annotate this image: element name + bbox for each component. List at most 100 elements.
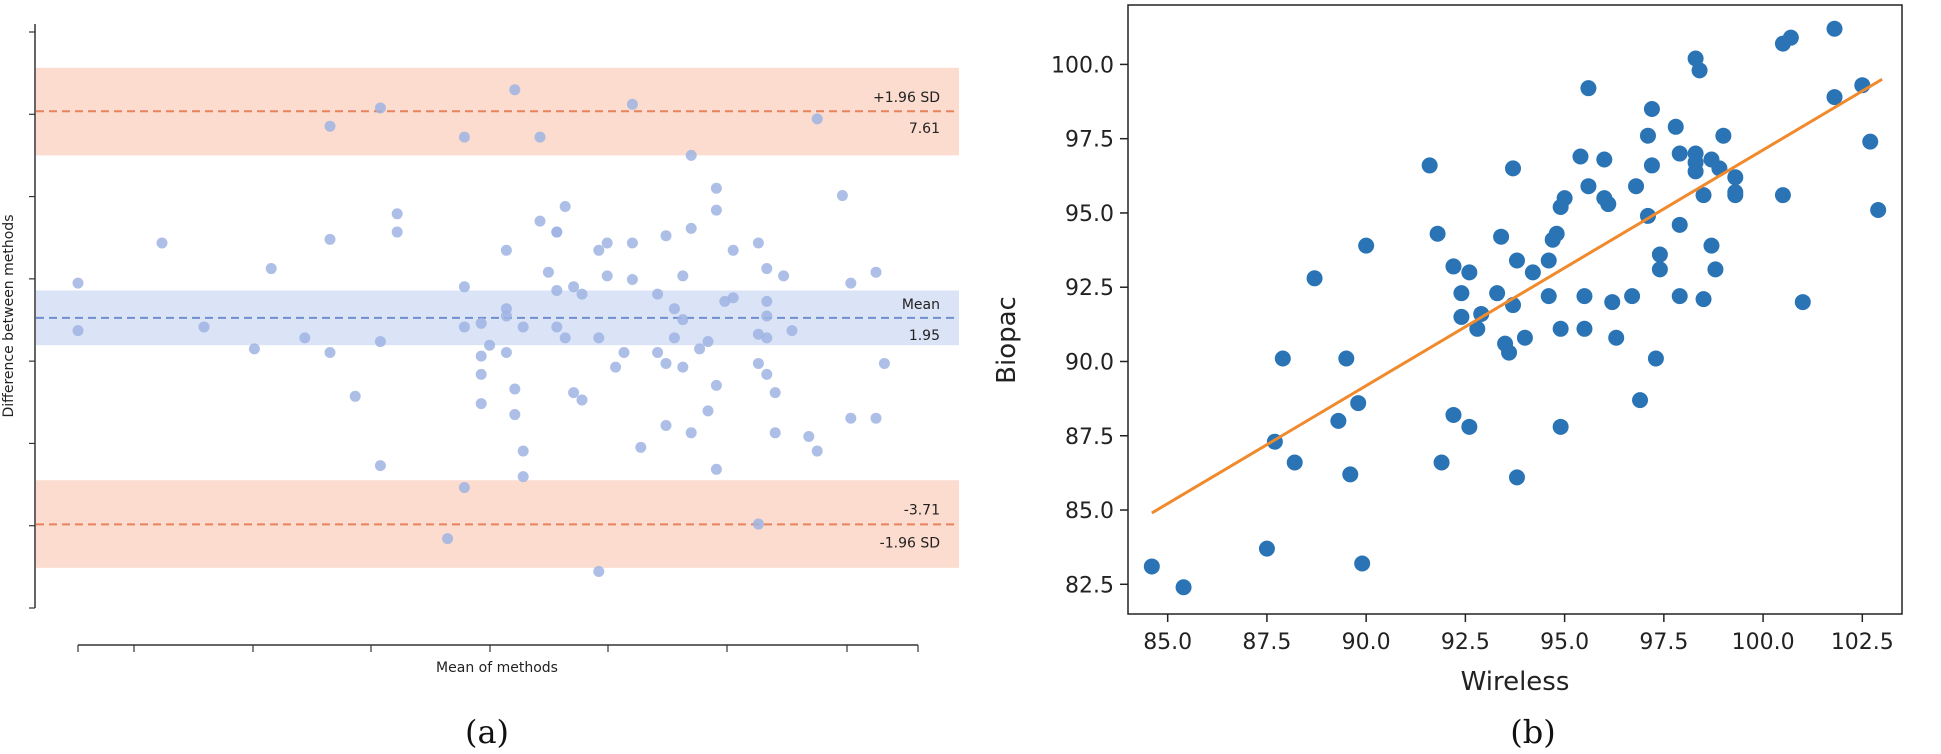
a-reference-value-2: -1.96 SD bbox=[880, 535, 940, 551]
b-data-point bbox=[1794, 294, 1811, 311]
a-data-point bbox=[845, 277, 857, 289]
b-data-point bbox=[1667, 118, 1684, 135]
a-y-axis-label: Difference between methods bbox=[1, 215, 17, 418]
a-data-point bbox=[593, 332, 605, 344]
a-data-point bbox=[660, 420, 672, 431]
b-x-tick-label: 87.5 bbox=[1242, 630, 1291, 655]
b-y-tick-label: 97.5 bbox=[1065, 128, 1114, 153]
a-data-point bbox=[660, 357, 672, 369]
a-data-point bbox=[475, 350, 487, 362]
a-data-point bbox=[702, 336, 714, 348]
a-data-point bbox=[761, 368, 773, 380]
b-y-axis-label: Biopac bbox=[992, 296, 1022, 384]
a-x-axis-label: Mean of methods bbox=[436, 660, 558, 676]
b-data-point bbox=[1600, 196, 1617, 213]
a-data-point bbox=[442, 533, 454, 545]
b-data-point bbox=[1580, 80, 1597, 97]
bland-altman-plot: +1.96 SD 7.61 Mean 1.95 -3.71 -1.96 SD Mean o… bbox=[1, 24, 959, 751]
a-data-point bbox=[870, 266, 882, 278]
a-data-point bbox=[534, 215, 546, 227]
b-data-point bbox=[1687, 163, 1704, 180]
a-data-point bbox=[677, 270, 689, 282]
a-data-point bbox=[551, 321, 563, 333]
a-data-point bbox=[509, 84, 521, 96]
b-data-point bbox=[1624, 288, 1641, 305]
b-data-point bbox=[1647, 350, 1664, 367]
b-data-point bbox=[1826, 20, 1843, 37]
a-data-point bbox=[769, 427, 781, 439]
b-x-axis-label: Wireless bbox=[1461, 667, 1570, 697]
b-data-point bbox=[1695, 291, 1712, 308]
b-y-tick-label: 87.5 bbox=[1065, 425, 1114, 450]
a-data-point bbox=[727, 292, 739, 304]
a-data-point bbox=[72, 277, 84, 289]
a-reference-value-1: 1.95 bbox=[909, 328, 940, 344]
a-data-point bbox=[870, 412, 882, 424]
a-data-point bbox=[509, 409, 521, 421]
b-y-tick-label: 90.0 bbox=[1065, 350, 1114, 375]
a-data-point bbox=[475, 368, 487, 380]
a-data-point bbox=[626, 274, 638, 285]
a-data-point bbox=[635, 441, 647, 453]
a-data-point bbox=[719, 295, 731, 307]
a-data-point bbox=[752, 357, 764, 369]
b-data-point bbox=[1552, 320, 1569, 337]
a-data-point bbox=[677, 361, 689, 373]
a-data-point bbox=[778, 270, 790, 282]
a-data-point bbox=[811, 445, 823, 457]
b-data-point bbox=[1691, 62, 1708, 79]
b-data-point bbox=[1774, 187, 1791, 204]
b-data-point bbox=[1552, 418, 1569, 435]
b-data-point bbox=[1580, 178, 1597, 195]
b-data-point bbox=[1143, 558, 1160, 575]
a-data-point bbox=[601, 270, 613, 282]
b-data-point bbox=[1445, 258, 1462, 275]
a-data-point bbox=[156, 237, 168, 249]
b-data-point bbox=[1342, 466, 1359, 483]
a-data-point bbox=[685, 222, 697, 234]
b-data-point bbox=[1175, 579, 1192, 596]
a-data-point bbox=[517, 445, 529, 457]
a-data-point bbox=[576, 394, 588, 406]
b-data-point bbox=[1354, 555, 1371, 572]
a-data-point bbox=[710, 204, 722, 216]
b-data-point bbox=[1540, 252, 1557, 269]
b-data-point bbox=[1338, 350, 1355, 367]
b-data-point bbox=[1671, 288, 1688, 305]
b-data-point bbox=[1643, 100, 1660, 117]
a-reference-label-0: +1.96 SD bbox=[873, 90, 940, 106]
b-data-point bbox=[1628, 178, 1645, 195]
b-data-point bbox=[1501, 344, 1518, 361]
a-caption: (a) bbox=[465, 713, 509, 751]
a-reference-label-2: -3.71 bbox=[904, 502, 940, 518]
a-data-point bbox=[652, 347, 664, 358]
a-data-point bbox=[517, 471, 529, 483]
b-data-point bbox=[1429, 225, 1446, 242]
b-data-point bbox=[1643, 157, 1660, 174]
b-data-point bbox=[1473, 305, 1490, 322]
a-data-point bbox=[878, 357, 890, 369]
a-data-point bbox=[551, 284, 563, 296]
b-data-point bbox=[1505, 160, 1522, 177]
a-data-point bbox=[349, 390, 361, 402]
b-data-point bbox=[1604, 294, 1621, 311]
a-data-point bbox=[542, 266, 554, 278]
a-data-point bbox=[727, 244, 739, 256]
a-data-point bbox=[391, 226, 403, 238]
b-data-point bbox=[1540, 288, 1557, 305]
b-data-point bbox=[1258, 540, 1275, 557]
a-data-point bbox=[248, 343, 260, 355]
b-data-point bbox=[1516, 329, 1533, 346]
a-data-point bbox=[685, 427, 697, 439]
a-data-point bbox=[752, 328, 764, 340]
b-data-point bbox=[1445, 406, 1462, 423]
a-reference-label-1: Mean bbox=[902, 297, 940, 313]
a-data-point bbox=[811, 113, 823, 125]
b-data-point bbox=[1782, 29, 1799, 46]
b-regression-line bbox=[1151, 77, 1883, 515]
a-data-point bbox=[458, 321, 470, 333]
b-data-point bbox=[1826, 89, 1843, 106]
b-data-point bbox=[1671, 216, 1688, 233]
b-data-point bbox=[1469, 320, 1486, 337]
a-data-point bbox=[668, 303, 680, 315]
